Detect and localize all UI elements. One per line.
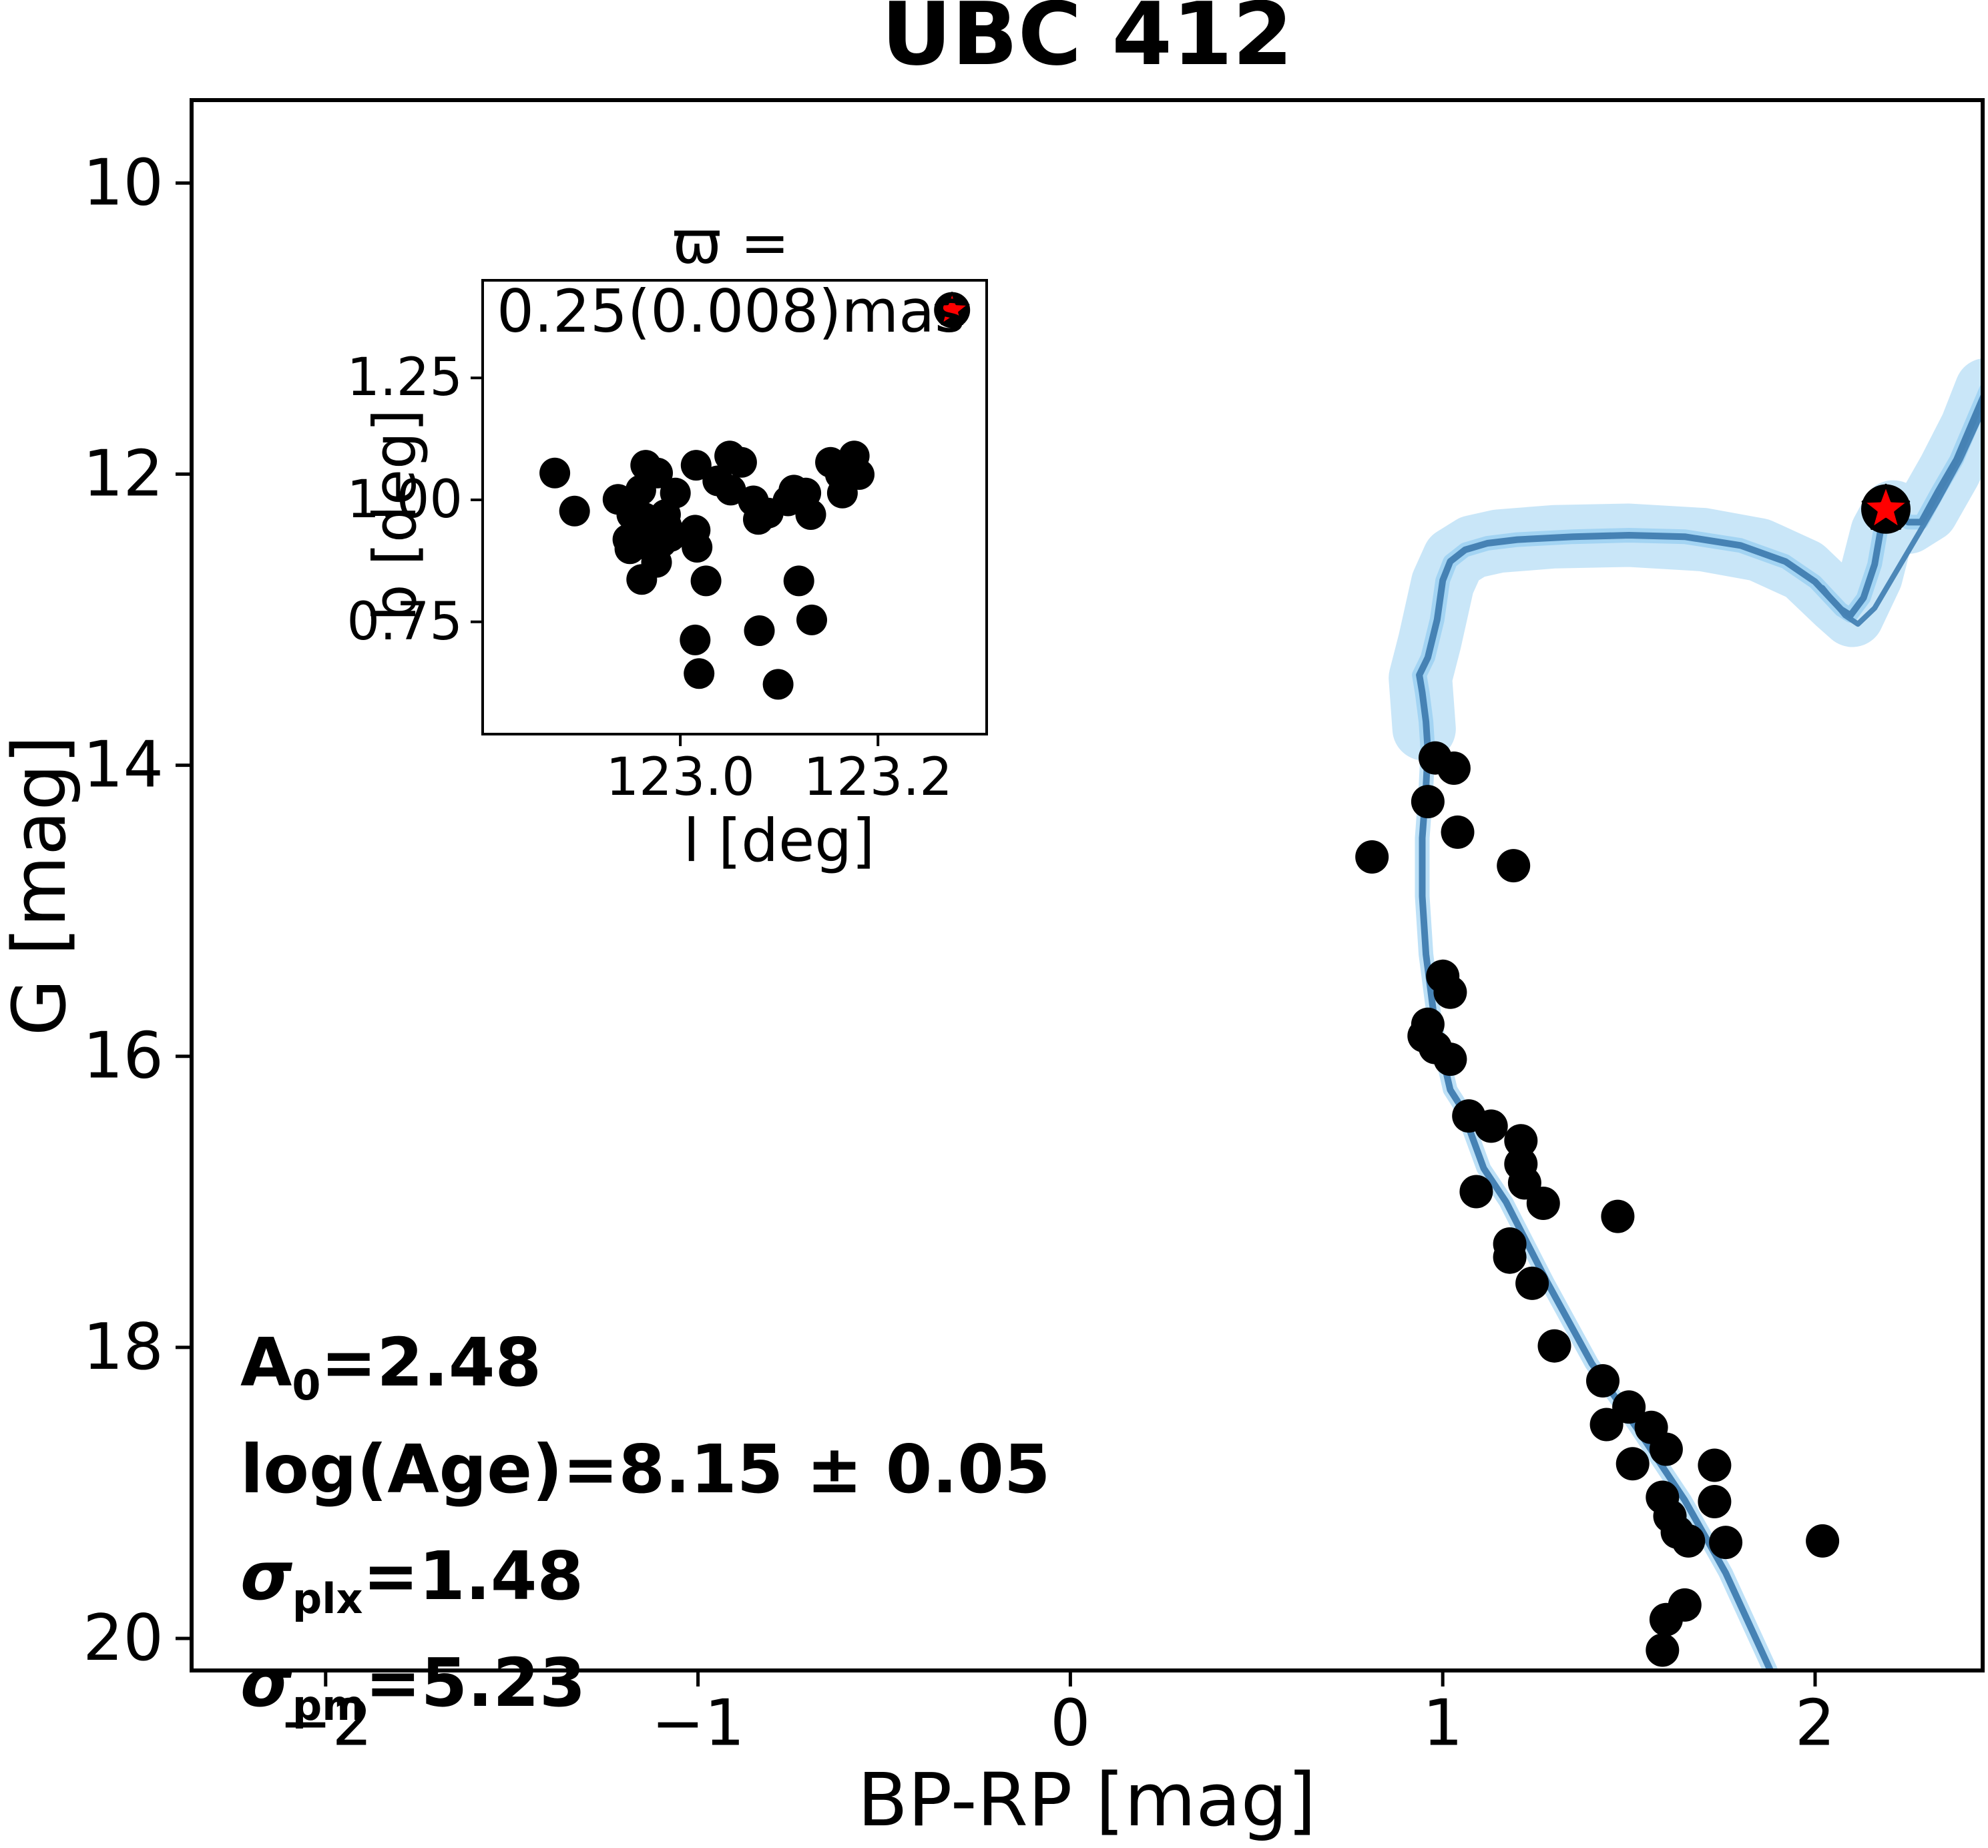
red-star-marker [1861, 483, 1911, 530]
inset-x-tick-label: 123.2 [804, 747, 953, 808]
cluster-member-dot [1526, 1187, 1560, 1220]
inset-member-dot [539, 457, 571, 489]
inset-member-dot [744, 615, 775, 646]
inset-member-dot [626, 564, 658, 595]
inset-axes-box [481, 279, 988, 735]
inset-member-dot [844, 459, 875, 490]
cluster-member-dot [1646, 1633, 1680, 1667]
cluster-member-dot [1459, 1175, 1493, 1209]
inset-x-tick-label: 123.0 [605, 747, 754, 808]
cluster-member-dot [1504, 1124, 1538, 1158]
y-axis-label: G [mag] [0, 735, 82, 1036]
inset-member-dot [680, 450, 712, 481]
inset-member-dot [559, 495, 590, 527]
annotation-extinction: A0=2.48 [240, 1323, 542, 1410]
inset-member-dot [783, 565, 814, 597]
inset-member-dot [614, 533, 646, 565]
x-tick-label: 0 [1050, 1687, 1090, 1761]
x-axis-label: BP-RP [mag] [857, 1757, 1316, 1843]
inset-member-dot [655, 521, 686, 552]
cluster-member-dot [1433, 1042, 1467, 1076]
cluster-member-dot [1709, 1526, 1743, 1560]
inset-plot-area: 123.0 123.2 0.75 1.00 1.25 [346, 279, 988, 808]
y-tick-label: 20 [83, 1602, 164, 1675]
x-tick-label: 1 [1423, 1687, 1463, 1761]
cluster-member-dot [1649, 1602, 1683, 1636]
main-plot-area [1355, 358, 1983, 1670]
y-tick-label: 14 [83, 729, 164, 802]
cluster-member-dot [1698, 1485, 1732, 1518]
inset-y-tick-label: 1.25 [346, 348, 463, 408]
inset-member-dot [726, 446, 757, 478]
fit-parameters-block: A0=2.48 log(Age)=8.15 ± 0.05 σplx=1.48 σ… [240, 1321, 1050, 1748]
inset-y-tick-label: 0.75 [346, 592, 463, 652]
cluster-member-dot [1497, 849, 1531, 883]
cluster-member-dot [1616, 1447, 1650, 1481]
inset-x-axis-label: l [deg] [683, 806, 875, 875]
inset-member-dot [796, 604, 827, 635]
x-tick-label: −2 [279, 1687, 372, 1761]
inset-member-dot [680, 624, 711, 655]
y-tick-label: 10 [83, 146, 164, 220]
cluster-member-dot [1537, 1329, 1571, 1363]
cluster-member-dot [1612, 1390, 1646, 1424]
cluster-member-dot [1355, 840, 1389, 874]
x-tick-label: −1 [652, 1687, 745, 1761]
x-tick-label: 2 [1795, 1687, 1835, 1761]
inset-member-dot [762, 669, 794, 700]
inset-member-dot [682, 532, 713, 563]
cluster-member-dot [1515, 1266, 1549, 1300]
annotation-sigma-plx: σplx=1.48 [240, 1537, 584, 1623]
inset-parallax-title: ϖ = 0.25(0.008)mas [496, 208, 966, 346]
cluster-member-dot [1589, 1408, 1624, 1442]
inset-member-dot [690, 565, 722, 597]
inset-member-dot [684, 658, 715, 689]
cluster-member-dot [1474, 1109, 1508, 1143]
cluster-member-dot [1586, 1364, 1620, 1398]
cluster-member-dot [1649, 1432, 1683, 1466]
cluster-member-dot [1601, 1199, 1635, 1233]
cluster-member-dot [1806, 1524, 1840, 1558]
cluster-member-dot [1411, 785, 1445, 819]
y-tick-label: 18 [83, 1311, 164, 1384]
cluster-member-dot [1437, 751, 1471, 785]
page-title: UBC 412 [881, 0, 1293, 85]
inset-member-dot [642, 457, 673, 489]
y-tick-label: 16 [83, 1020, 164, 1093]
cluster-member-dot [1433, 975, 1467, 1009]
main-axes-box [190, 98, 1985, 1672]
inset-red-star-marker [935, 292, 970, 326]
cluster-member-dot [1698, 1448, 1732, 1482]
cluster-member-dot [1672, 1524, 1706, 1558]
annotation-age: log(Age)=8.15 ± 0.05 [240, 1430, 1051, 1508]
cluster-member-dot [1441, 815, 1475, 849]
annotation-sigma-pm: σpm=5.23 [240, 1644, 586, 1730]
isochrone-secondary-line [1820, 401, 1983, 627]
inset-y-axis-label: b [deg] [360, 408, 429, 622]
y-tick-label: 12 [83, 437, 164, 511]
inset-y-tick-label: 1.00 [346, 470, 463, 530]
cluster-member-dot [1493, 1240, 1527, 1274]
inset-member-dot [795, 499, 826, 530]
